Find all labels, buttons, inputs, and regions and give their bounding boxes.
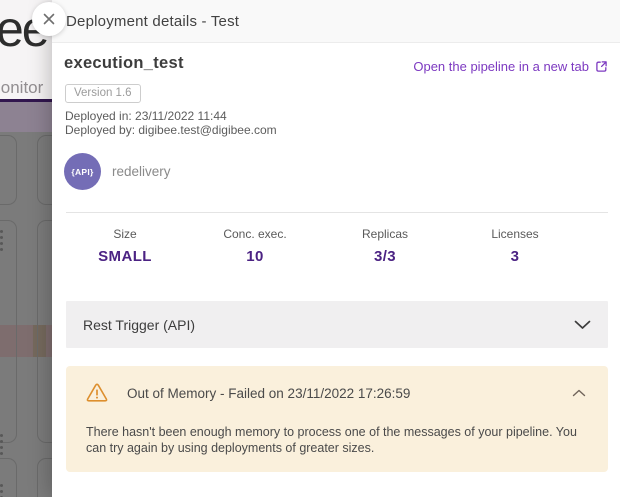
kebab-menu-icon xyxy=(0,434,3,455)
deployment-details-drawer: Deployment details - Test execution_test… xyxy=(32,0,620,497)
drawer-header: Deployment details - Test xyxy=(52,0,620,43)
active-tab-indicator xyxy=(0,99,56,102)
alert-message: There hasn't been enough memory to proce… xyxy=(86,425,577,455)
alert-header[interactable]: Out of Memory - Failed on 23/11/2022 17:… xyxy=(86,383,588,403)
version-badge: Version 1.6 xyxy=(65,84,141,103)
stat-value: 3 xyxy=(510,248,520,265)
avatar-api-label: {API} xyxy=(71,166,94,177)
alert-title: Out of Memory - Failed on 23/11/2022 17:… xyxy=(127,385,411,401)
warning-icon xyxy=(86,383,108,402)
external-link-icon xyxy=(596,61,607,72)
stat-label: Size xyxy=(113,227,137,241)
background-card xyxy=(37,458,56,497)
background-card xyxy=(37,220,56,443)
chevron-down-icon xyxy=(574,320,591,329)
kebab-menu-icon xyxy=(0,230,3,251)
drawer-title: Deployment details - Test xyxy=(66,12,240,30)
stat-size: Size SMALL xyxy=(60,227,190,265)
open-pipeline-link-label: Open the pipeline in a new tab xyxy=(413,59,589,74)
stat-label: Conc. exec. xyxy=(223,227,287,241)
chevron-up-icon[interactable] xyxy=(572,389,586,397)
background-card xyxy=(0,458,17,497)
deployed-in-text: Deployed in: 23/11/2022 11:44 xyxy=(65,109,227,123)
avatar: {API} xyxy=(64,153,101,190)
stat-value: SMALL xyxy=(98,248,152,265)
trigger-name: redelivery xyxy=(112,164,171,179)
background-card xyxy=(37,135,56,205)
pipeline-name: execution_test xyxy=(64,54,184,72)
background-card xyxy=(0,135,17,205)
dimmed-backdrop xyxy=(0,132,56,497)
rest-trigger-accordion[interactable]: Rest Trigger (API) xyxy=(66,301,608,348)
background-page: ee lonitor xyxy=(0,0,56,497)
background-highlighted-row xyxy=(0,325,56,357)
stat-licenses: Licenses 3 xyxy=(450,227,580,265)
out-of-memory-alert: Out of Memory - Failed on 23/11/2022 17:… xyxy=(66,366,608,472)
deployment-stats: Size SMALL Conc. exec. 10 Replicas 3/3 L… xyxy=(60,227,580,265)
stat-label: Licenses xyxy=(491,227,539,241)
open-pipeline-link[interactable]: Open the pipeline in a new tab xyxy=(413,59,608,74)
rest-trigger-accordion-label: Rest Trigger (API) xyxy=(83,316,196,333)
close-icon xyxy=(43,13,55,25)
stat-replicas: Replicas 3/3 xyxy=(320,227,450,265)
stat-value: 3/3 xyxy=(373,248,397,265)
background-card xyxy=(0,220,17,443)
close-button[interactable] xyxy=(32,2,66,36)
kebab-menu-icon xyxy=(0,484,3,497)
tab-monitor-fragment[interactable]: lonitor xyxy=(0,78,44,97)
stat-conc-exec: Conc. exec. 10 xyxy=(190,227,320,265)
stat-value: 10 xyxy=(246,248,264,265)
stat-label: Replicas xyxy=(361,227,409,241)
background-banner xyxy=(0,102,56,132)
deployed-by-text: Deployed by: digibee.test@digibee.com xyxy=(65,123,277,137)
divider xyxy=(66,212,608,213)
background-highlighted-cell xyxy=(33,325,46,357)
